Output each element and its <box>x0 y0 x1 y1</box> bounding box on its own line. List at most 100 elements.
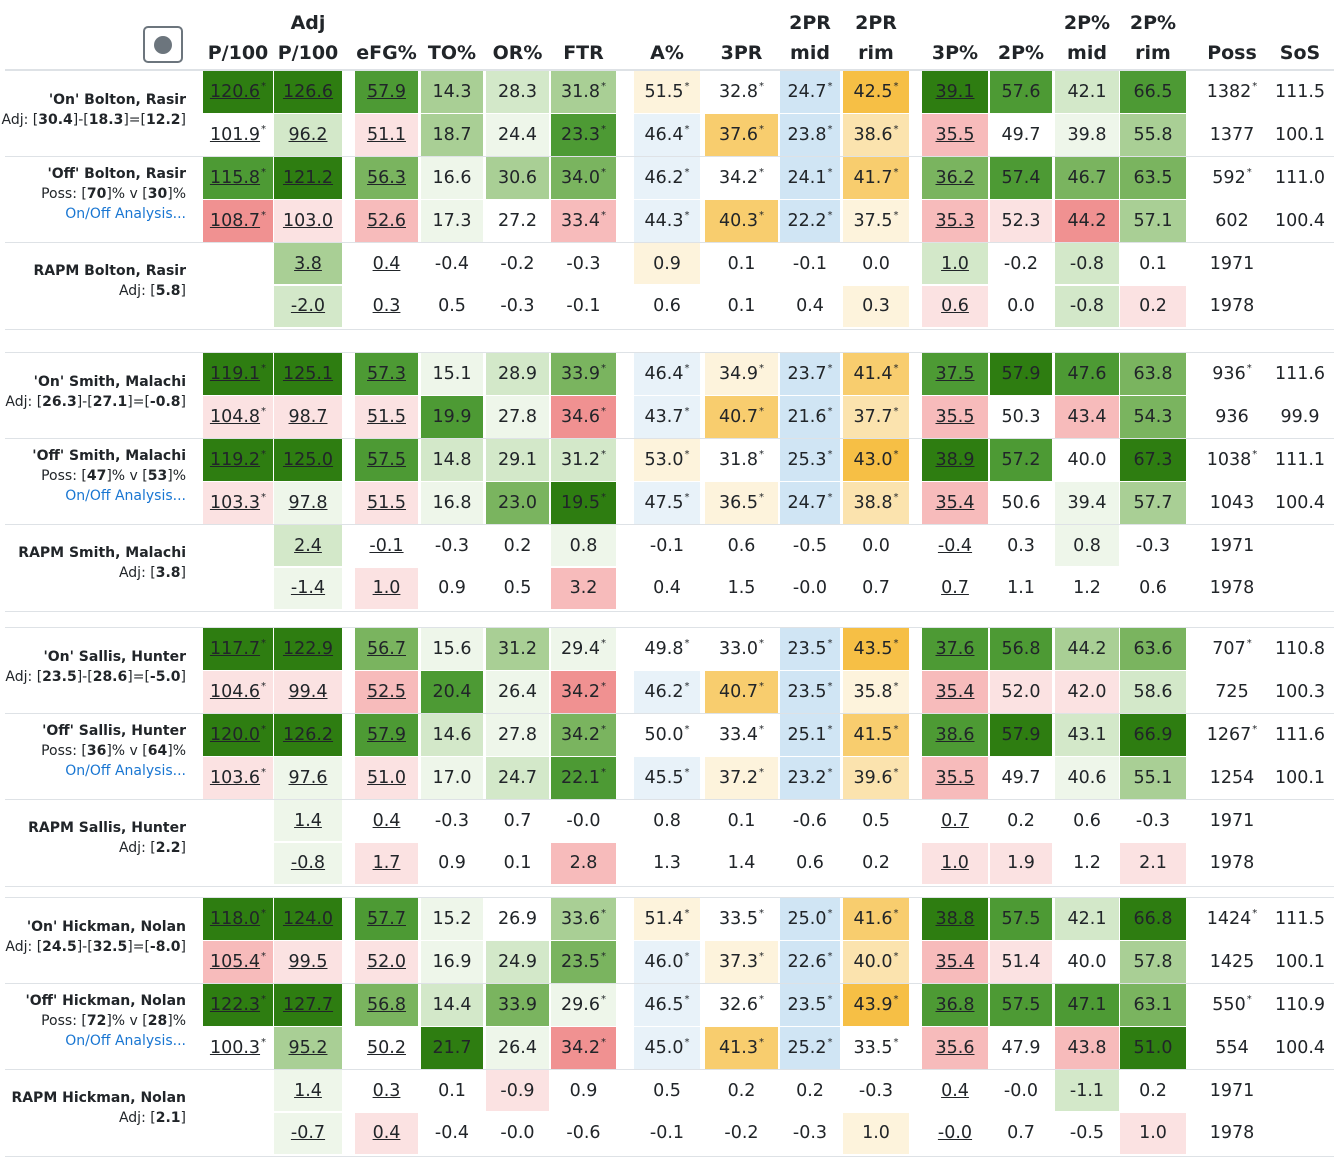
on-off-analysis-link[interactable]: On/Off Analysis... <box>65 1032 186 1049</box>
stat-cell: 42.1 <box>1055 898 1119 940</box>
stat-value: 44.2 <box>1067 638 1107 659</box>
stat-value: 554 <box>1215 1037 1249 1058</box>
stat-value: 1.0 <box>862 1123 890 1144</box>
stat-cell: 37.6 * <box>705 113 778 156</box>
on-title: 'On' Hickman, Nolan <box>26 919 186 935</box>
stat-cell: 0.2 <box>990 799 1052 842</box>
col-header-10[interactable]: 3P% <box>922 8 988 68</box>
stat-cell: 35.5 <box>922 113 988 156</box>
significance-marker: * <box>600 951 606 963</box>
stat-cell: 0.4 <box>634 567 700 610</box>
stat-value: -0.8 <box>290 853 326 874</box>
stat-cell: -1.1 <box>1055 1069 1119 1112</box>
col-header-6[interactable]: A% <box>634 8 700 68</box>
col-header-line: 2P% <box>1063 12 1111 34</box>
significance-marker: * <box>684 81 690 93</box>
stat-cell: 56.3 <box>355 156 418 199</box>
stat-value: 99.4 <box>288 681 328 702</box>
adj-pre: Adj: [ <box>5 394 43 410</box>
stat-cell: 1978 <box>1198 842 1266 885</box>
stat-cell: 126.2 <box>274 713 342 756</box>
poss-off-value: 64 <box>147 742 168 759</box>
col-header-12[interactable]: 2P% mid <box>1055 8 1119 68</box>
stat-cell: -0.3 <box>780 1112 840 1155</box>
stat-value: -0.0 <box>792 578 828 599</box>
stat-value: 111.1 <box>1274 449 1326 470</box>
stat-value: 3.8 <box>294 253 322 274</box>
col-header-14[interactable]: Poss <box>1198 8 1266 68</box>
col-header-5[interactable]: FTR <box>551 8 616 68</box>
stat-value: 21.6 <box>787 406 827 427</box>
stat-value: 14.4 <box>432 994 472 1015</box>
significance-marker: * <box>600 167 606 179</box>
significance-marker: * <box>600 406 606 418</box>
stat-value: 23.5 <box>787 638 827 659</box>
significance-marker: * <box>893 406 899 418</box>
significance-marker: * <box>261 994 267 1006</box>
significance-marker: * <box>1246 363 1252 375</box>
significance-marker: * <box>684 363 690 375</box>
stat-value: 42.5 <box>853 81 893 102</box>
stat-cell: 51.4 * <box>634 898 700 940</box>
stat-value: -0.3 <box>434 810 470 831</box>
col-header-0[interactable]: P/100 <box>203 8 273 68</box>
stat-cell: 554 <box>1198 1026 1266 1069</box>
stat-value: 40.0 <box>853 951 893 972</box>
adj-post: ] <box>180 394 186 410</box>
stat-value: 35.6 <box>935 1037 975 1058</box>
col-header-2[interactable]: eFG% <box>355 8 418 68</box>
stat-value: 50.2 <box>367 1037 406 1058</box>
stat-cell: 100.4 <box>1268 199 1332 242</box>
stat-value: 120.6 <box>209 81 261 102</box>
stat-cell: 24.9 <box>486 940 549 983</box>
stat-value: -0.3 <box>792 1123 828 1144</box>
col-header-13[interactable]: 2P% rim <box>1120 8 1186 68</box>
stat-cell: 57.7 <box>355 898 418 940</box>
significance-marker: * <box>261 638 267 650</box>
significance-marker: * <box>758 449 764 461</box>
col-header-8[interactable]: 2PR mid <box>780 8 840 68</box>
significance-marker: * <box>261 1037 267 1049</box>
stat-cell: 100.1 <box>1268 756 1332 799</box>
stat-cell: 104.8 * <box>203 395 273 438</box>
stat-value: -0.1 <box>566 296 601 317</box>
significance-marker: * <box>1246 167 1252 179</box>
stat-value: 51.0 <box>367 767 406 788</box>
col-header-7[interactable]: 3PR <box>705 8 778 68</box>
stat-value: -0.1 <box>369 535 404 556</box>
off-label: 'Off' Sallis, Hunter Poss: [36]% v [64]% O… <box>0 721 186 781</box>
toggle-settings-button[interactable] <box>143 26 183 63</box>
stat-value: 23.2 <box>787 767 827 788</box>
adj-off-value: 28.6 <box>92 669 128 685</box>
col-header-1[interactable]: Adj P/100 <box>274 8 342 68</box>
stat-value: 28.3 <box>498 81 537 102</box>
stat-value: 19.5 <box>561 492 600 513</box>
col-header-9[interactable]: 2PR rim <box>843 8 909 68</box>
stat-value: 52.3 <box>1001 210 1041 231</box>
on-off-analysis-link[interactable]: On/Off Analysis... <box>65 762 186 779</box>
col-header-15[interactable]: SoS <box>1268 8 1332 68</box>
stat-value: 0.1 <box>1139 253 1167 274</box>
significance-marker: * <box>261 492 267 504</box>
stat-value: 41.4 <box>853 363 893 384</box>
on-off-analysis-link[interactable]: On/Off Analysis... <box>65 205 186 222</box>
stat-value: 1971 <box>1209 535 1255 556</box>
stat-cell: -0.1 <box>355 524 418 567</box>
stat-value: 51.0 <box>1133 1037 1173 1058</box>
col-header-3[interactable]: TO% <box>421 8 483 68</box>
stat-value: 47.6 <box>1067 363 1107 384</box>
poss-post: ]% <box>167 185 186 202</box>
stat-cell: 42.0 <box>1055 670 1119 713</box>
significance-marker: * <box>684 994 690 1006</box>
stat-cell: 49.7 <box>990 756 1052 799</box>
significance-marker: * <box>1252 81 1258 93</box>
col-header-4[interactable]: OR% <box>486 8 549 68</box>
on-off-analysis-link[interactable]: On/Off Analysis... <box>65 487 186 504</box>
significance-marker: * <box>684 908 690 920</box>
stat-cell: 126.6 <box>274 71 342 113</box>
stat-cell: 97.6 <box>274 756 342 799</box>
adj-sep: ]-[ <box>76 394 93 410</box>
col-header-line: SoS <box>1279 42 1321 64</box>
col-header-11[interactable]: 2P% <box>990 8 1052 68</box>
